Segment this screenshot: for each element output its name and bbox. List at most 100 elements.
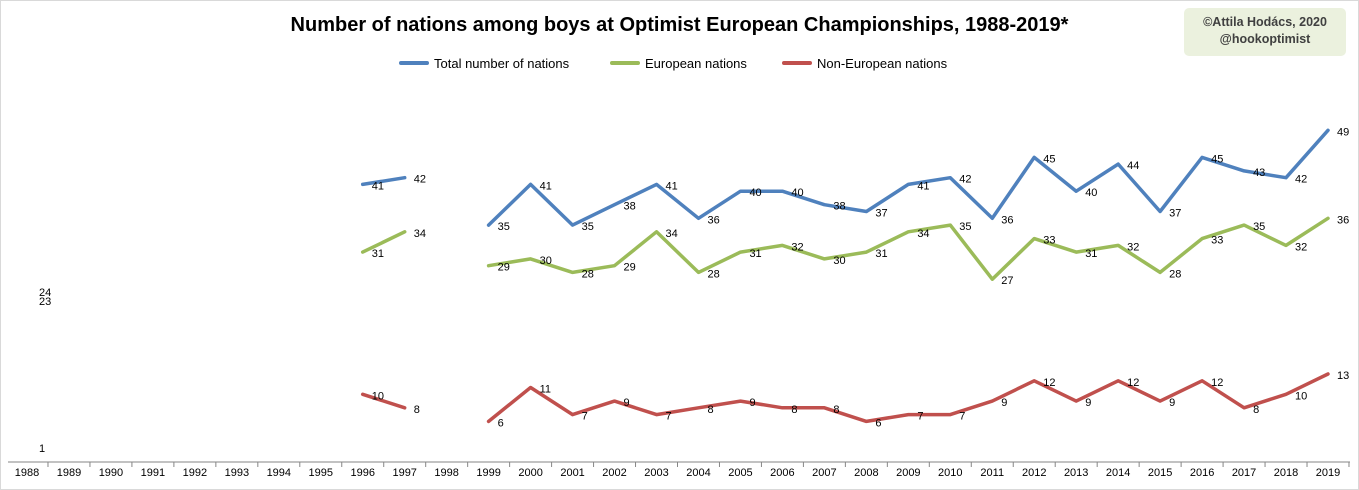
data-label-2-2006: 8	[791, 404, 797, 416]
data-label-1-1999: 29	[498, 262, 510, 274]
legend-label-european: European nations	[645, 55, 747, 71]
data-label-2-2001: 7	[582, 411, 588, 423]
chart-title: Number of nations among boys at Optimist…	[290, 14, 1069, 36]
x-tick-label-2016: 2016	[1190, 467, 1214, 479]
x-tick-label-1997: 1997	[392, 467, 416, 479]
data-label-1-2016: 33	[1211, 235, 1223, 247]
x-tick-label-1992: 1992	[183, 467, 207, 479]
x-tick-label-2008: 2008	[854, 467, 878, 479]
x-tick-label-2009: 2009	[896, 467, 920, 479]
data-label-1-2015: 28	[1169, 268, 1181, 280]
data-label-0-1997: 42	[414, 174, 426, 186]
isolated-label-1: 23	[39, 296, 51, 308]
data-label-0-2007: 38	[833, 201, 845, 213]
series-line-1-segment-0	[360, 230, 407, 254]
data-label-1-2004: 28	[707, 268, 719, 280]
x-tick-label-1993: 1993	[225, 467, 249, 479]
series-line-1-segment-1	[486, 216, 1330, 281]
data-label-0-2010: 42	[959, 174, 971, 186]
legend-item-total: Total number of nations	[399, 54, 569, 72]
data-label-0-2015: 37	[1169, 208, 1181, 220]
credit-author: ©Attila Hodács, 2020	[1203, 15, 1327, 29]
data-label-1-2003: 34	[666, 228, 678, 240]
data-label-2-2013: 9	[1085, 397, 1091, 409]
data-label-2-2018: 10	[1295, 390, 1307, 402]
data-label-2-2012: 12	[1043, 377, 1055, 389]
data-label-2-2015: 9	[1169, 397, 1175, 409]
data-label-2-2011: 9	[1001, 397, 1007, 409]
data-label-0-2001: 35	[582, 221, 594, 233]
data-label-1-2010: 35	[959, 221, 971, 233]
x-tick-label-1991: 1991	[141, 467, 165, 479]
x-tick-label-2006: 2006	[770, 467, 794, 479]
data-label-1-2000: 30	[540, 255, 552, 267]
x-tick-label-1990: 1990	[99, 467, 123, 479]
x-tick-label-2013: 2013	[1064, 467, 1088, 479]
data-label-1-2018: 32	[1295, 241, 1307, 253]
data-label-0-2005: 40	[749, 187, 761, 199]
data-label-2-2007: 8	[833, 404, 839, 416]
x-tick-label-2012: 2012	[1022, 467, 1046, 479]
series-line-0-segment-1	[486, 128, 1330, 227]
data-label-0-2012: 45	[1043, 153, 1055, 165]
legend-label-non-european: Non-European nations	[817, 55, 948, 71]
x-tick-label-1988: 1988	[15, 467, 39, 479]
data-label-0-2002: 38	[624, 201, 636, 213]
data-label-0-2014: 44	[1127, 160, 1139, 172]
data-label-1-2009: 34	[917, 228, 929, 240]
x-tick-label-2018: 2018	[1274, 467, 1298, 479]
legend-swatch-european	[610, 61, 640, 65]
x-tick-label-1999: 1999	[476, 467, 500, 479]
data-label-1-2013: 31	[1085, 248, 1097, 260]
x-tick-label-2007: 2007	[812, 467, 836, 479]
x-tick-label-2010: 2010	[938, 467, 962, 479]
x-tick-label-1994: 1994	[267, 467, 291, 479]
x-tick-label-2000: 2000	[518, 467, 542, 479]
data-label-0-1996: 41	[372, 180, 384, 192]
data-label-0-2000: 41	[540, 180, 552, 192]
data-label-0-2011: 36	[1001, 214, 1013, 226]
x-tick-label-2005: 2005	[728, 467, 752, 479]
data-label-2-2008: 6	[875, 417, 881, 429]
data-label-1-2001: 28	[582, 268, 594, 280]
data-label-1-2005: 31	[749, 248, 761, 260]
data-label-2-2009: 7	[917, 411, 923, 423]
data-label-2-1999: 6	[498, 417, 504, 429]
data-label-2-2004: 8	[707, 404, 713, 416]
x-tick-label-2011: 2011	[980, 467, 1004, 479]
x-tick-label-1996: 1996	[350, 467, 374, 479]
series-line-0-segment-0	[360, 175, 407, 187]
data-label-2-2000: 11	[540, 384, 551, 396]
data-label-1-2007: 30	[833, 255, 845, 267]
data-label-2-2005: 9	[749, 397, 755, 409]
data-label-0-2009: 41	[917, 180, 929, 192]
legend-swatch-total	[399, 61, 429, 65]
isolated-label-2: 1	[39, 443, 45, 455]
x-tick-label-2017: 2017	[1232, 467, 1256, 479]
x-tick-label-1995: 1995	[309, 467, 333, 479]
data-label-0-2003: 41	[666, 180, 678, 192]
chart-legend: Total number of nations European nations…	[0, 54, 1359, 72]
credit-box: ©Attila Hodács, 2020 @hookoptimist	[1184, 8, 1346, 56]
data-label-2-2014: 12	[1127, 377, 1139, 389]
data-label-0-2004: 36	[707, 214, 719, 226]
data-label-1-1997: 34	[414, 228, 426, 240]
data-label-0-2008: 37	[875, 208, 887, 220]
x-tick-label-2014: 2014	[1106, 467, 1130, 479]
data-label-1-2006: 32	[791, 241, 803, 253]
data-label-2-2017: 8	[1253, 404, 1259, 416]
data-label-1-2017: 35	[1253, 221, 1265, 233]
data-label-2-1997: 8	[414, 404, 420, 416]
legend-item-european: European nations	[610, 54, 747, 72]
data-label-1-2014: 32	[1127, 241, 1139, 253]
data-label-0-2018: 42	[1295, 174, 1307, 186]
data-label-1-2002: 29	[624, 262, 636, 274]
data-label-0-2017: 43	[1253, 167, 1265, 179]
data-label-2-2010: 7	[959, 411, 965, 423]
data-label-0-2006: 40	[791, 187, 803, 199]
x-tick-label-2015: 2015	[1148, 467, 1172, 479]
series-line-2-segment-0	[360, 392, 407, 410]
x-tick-label-2001: 2001	[560, 467, 584, 479]
legend-swatch-non-european	[782, 61, 812, 65]
